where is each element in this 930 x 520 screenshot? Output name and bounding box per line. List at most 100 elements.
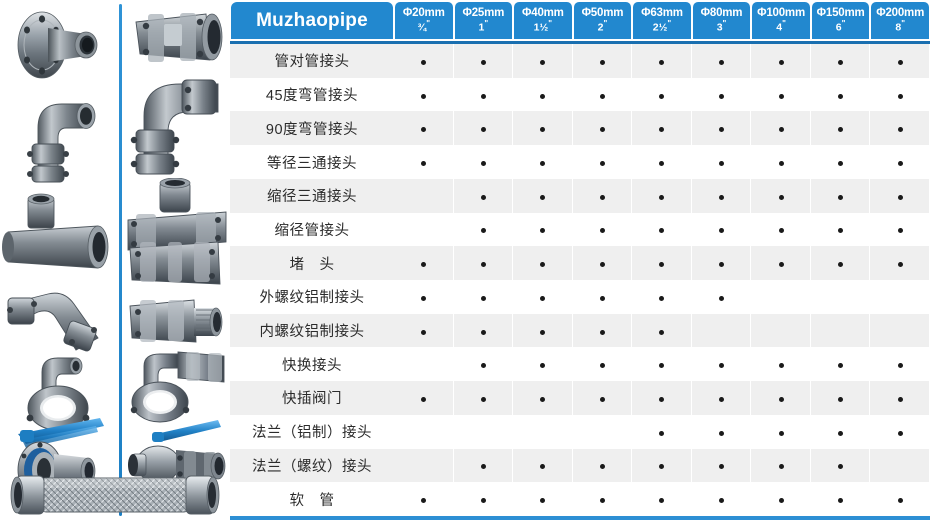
availability-cell-r14-c4[interactable] [572,482,633,516]
availability-cell-r5-c3[interactable] [513,178,573,213]
availability-cell-r10-c8[interactable] [810,347,871,382]
availability-cell-r2-c4[interactable] [572,77,633,112]
table-row[interactable]: 快插阀门 [230,381,930,415]
size-header-cell-6[interactable]: Φ80mm 3" [691,0,752,41]
availability-cell-r6-c2[interactable] [453,212,514,247]
availability-cell-r2-c9[interactable] [870,77,930,112]
availability-cell-r5-c7[interactable] [751,178,811,213]
availability-cell-r11-c9[interactable] [870,381,930,415]
availability-cell-r7-c4[interactable] [572,246,633,280]
availability-cell-r1-c2[interactable] [453,44,514,78]
availability-cell-r7-c9[interactable] [870,246,930,280]
table-row[interactable]: 软 管 [230,482,930,516]
availability-cell-r9-c3[interactable] [513,313,573,348]
table-row[interactable]: 快换接头 [230,347,930,382]
availability-cell-r7-c3[interactable] [513,246,573,280]
availability-cell-r14-c8[interactable] [810,482,871,516]
availability-cell-r13-c7[interactable] [751,448,811,483]
availability-cell-r1-c3[interactable] [513,44,573,78]
availability-cell-r14-c3[interactable] [513,482,573,516]
availability-cell-r3-c8[interactable] [810,111,871,146]
availability-cell-r1-c6[interactable] [691,44,752,78]
availability-cell-r11-c5[interactable] [632,381,692,415]
availability-cell-r9-c4[interactable] [572,313,633,348]
availability-cell-r10-c7[interactable] [751,347,811,382]
table-row[interactable]: 缩径管接头 [230,212,930,247]
availability-cell-r6-c8[interactable] [810,212,871,247]
availability-cell-r12-c7[interactable] [751,414,811,449]
availability-cell-r1-c9[interactable] [870,44,930,78]
size-header-cell-2[interactable]: Φ25mm 1" [453,0,514,41]
availability-cell-r11-c1[interactable] [394,381,454,415]
availability-cell-r7-c8[interactable] [810,246,871,280]
size-header-cell-9[interactable]: Φ200mm 8" [870,0,930,41]
availability-cell-r14-c7[interactable] [751,482,811,516]
table-row[interactable]: 法兰（铝制）接头 [230,414,930,449]
availability-cell-r14-c5[interactable] [632,482,692,516]
availability-cell-r8-c2[interactable] [453,279,514,314]
availability-cell-r12-c1[interactable] [394,414,454,449]
size-header-cell-7[interactable]: Φ100mm 4" [751,0,811,41]
availability-cell-r4-c5[interactable] [632,145,692,179]
availability-cell-r12-c8[interactable] [810,414,871,449]
availability-cell-r3-c2[interactable] [453,111,514,146]
table-row[interactable]: 90度弯管接头 [230,111,930,146]
availability-cell-r9-c5[interactable] [632,313,692,348]
availability-cell-r11-c6[interactable] [691,381,752,415]
availability-cell-r8-c5[interactable] [632,279,692,314]
availability-cell-r6-c4[interactable] [572,212,633,247]
availability-cell-r7-c6[interactable] [691,246,752,280]
table-row[interactable]: 堵 头 [230,246,930,280]
availability-cell-r12-c4[interactable] [572,414,633,449]
availability-cell-r8-c6[interactable] [691,279,752,314]
availability-cell-r11-c2[interactable] [453,381,514,415]
availability-cell-r10-c1[interactable] [394,347,454,382]
availability-cell-r7-c2[interactable] [453,246,514,280]
availability-cell-r14-c2[interactable] [453,482,514,516]
availability-cell-r12-c9[interactable] [870,414,930,449]
availability-cell-r6-c1[interactable] [394,212,454,247]
availability-cell-r4-c8[interactable] [810,145,871,179]
availability-cell-r11-c8[interactable] [810,381,871,415]
size-header-cell-4[interactable]: Φ50mm 2" [572,0,633,41]
availability-cell-r2-c2[interactable] [453,77,514,112]
availability-cell-r4-c6[interactable] [691,145,752,179]
availability-cell-r6-c5[interactable] [632,212,692,247]
availability-cell-r8-c7[interactable] [751,279,811,314]
availability-cell-r13-c5[interactable] [632,448,692,483]
availability-cell-r1-c7[interactable] [751,44,811,78]
availability-cell-r9-c6[interactable] [691,313,752,348]
availability-cell-r3-c6[interactable] [691,111,752,146]
availability-cell-r13-c1[interactable] [394,448,454,483]
availability-cell-r12-c3[interactable] [513,414,573,449]
availability-cell-r3-c4[interactable] [572,111,633,146]
availability-cell-r10-c2[interactable] [453,347,514,382]
table-row[interactable]: 内螺纹铝制接头 [230,313,930,348]
availability-cell-r1-c5[interactable] [632,44,692,78]
availability-cell-r5-c4[interactable] [572,178,633,213]
table-row[interactable]: 管对管接头 [230,44,930,78]
availability-cell-r10-c4[interactable] [572,347,633,382]
availability-cell-r13-c9[interactable] [870,448,930,483]
availability-cell-r11-c7[interactable] [751,381,811,415]
availability-cell-r12-c6[interactable] [691,414,752,449]
availability-cell-r6-c3[interactable] [513,212,573,247]
availability-cell-r9-c7[interactable] [751,313,811,348]
availability-cell-r13-c8[interactable] [810,448,871,483]
availability-cell-r13-c4[interactable] [572,448,633,483]
availability-cell-r2-c3[interactable] [513,77,573,112]
table-row[interactable]: 缩径三通接头 [230,178,930,213]
availability-cell-r8-c9[interactable] [870,279,930,314]
availability-cell-r13-c3[interactable] [513,448,573,483]
availability-cell-r11-c3[interactable] [513,381,573,415]
availability-cell-r6-c9[interactable] [870,212,930,247]
availability-cell-r13-c6[interactable] [691,448,752,483]
availability-cell-r6-c7[interactable] [751,212,811,247]
availability-cell-r5-c8[interactable] [810,178,871,213]
table-row[interactable]: 等径三通接头 [230,145,930,179]
availability-cell-r3-c5[interactable] [632,111,692,146]
availability-cell-r9-c2[interactable] [453,313,514,348]
availability-cell-r11-c4[interactable] [572,381,633,415]
availability-cell-r5-c2[interactable] [453,178,514,213]
availability-cell-r4-c4[interactable] [572,145,633,179]
